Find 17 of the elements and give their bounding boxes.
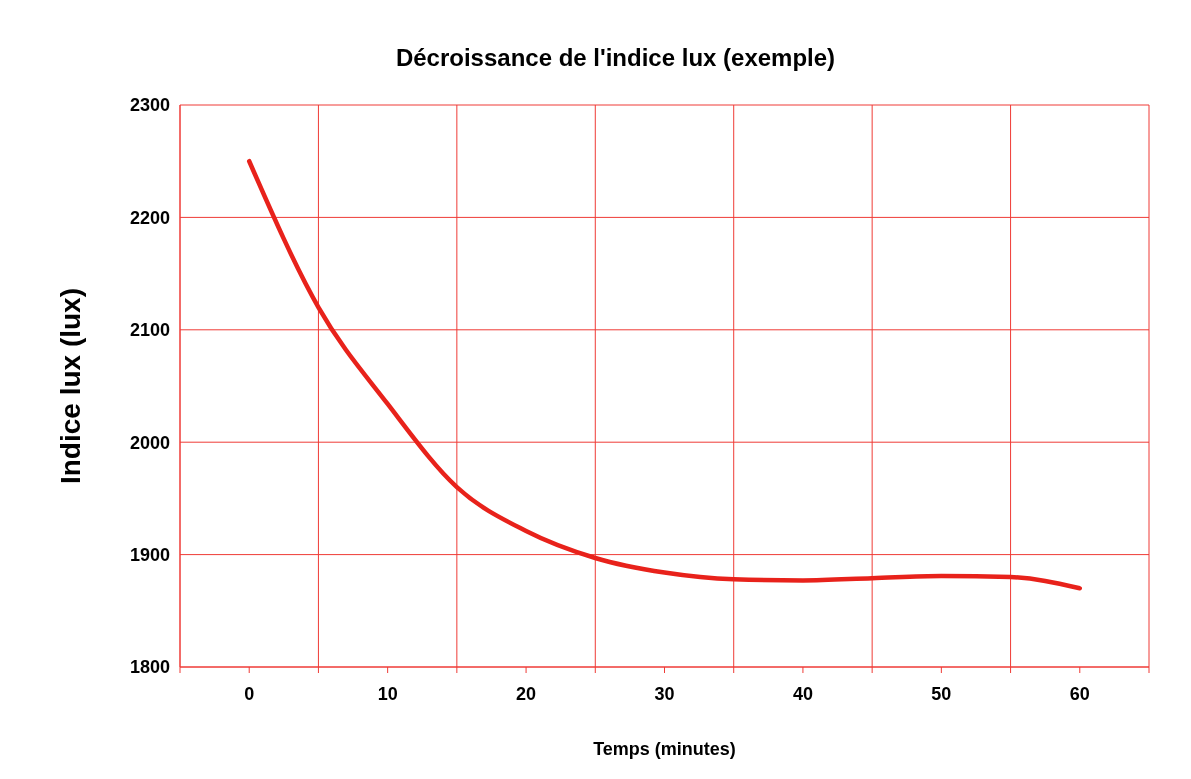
chart-title: Décroissance de l'indice lux (exemple)	[395, 44, 836, 71]
x-tick-label: 60	[1069, 684, 1090, 704]
line-series	[246, 158, 1083, 591]
y-axis-title: Indice lux (lux)	[55, 287, 86, 485]
y-tick-label: 2200	[129, 207, 170, 228]
x-tick-label: 0	[244, 684, 255, 704]
y-tick-label: 2300	[129, 95, 170, 116]
x-tick-label: 10	[377, 684, 398, 704]
y-tick-label: 2100	[129, 320, 170, 341]
y-tick-label: 1800	[129, 657, 170, 678]
y-tick-label: 1900	[129, 544, 170, 565]
y-tick-label: 2000	[129, 432, 170, 453]
x-tick-label: 20	[516, 684, 537, 704]
x-tick-label: 40	[792, 684, 813, 704]
x-tick-label: 30	[654, 684, 675, 704]
x-axis-title: Temps (minutes)	[593, 739, 736, 759]
x-tick-label: 50	[931, 684, 952, 704]
